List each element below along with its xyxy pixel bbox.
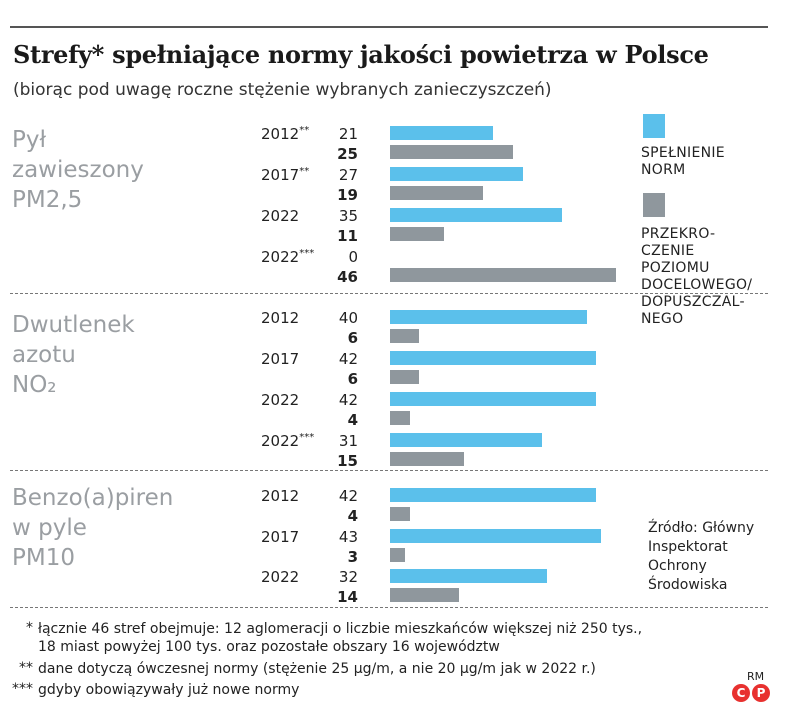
section-label: Pył zawieszony PM2,5	[12, 127, 144, 213]
top-rule	[10, 26, 768, 28]
value-label-meets: 32	[338, 568, 358, 586]
chart-subtitle: (biorąc pod uwagę roczne stężenie wybran…	[13, 80, 552, 100]
value-label-meets: 27	[338, 166, 358, 184]
bar-exceeds	[390, 411, 410, 425]
bar-meets	[390, 488, 597, 502]
section-separator	[10, 470, 768, 471]
footnote-mark: ***	[12, 681, 33, 697]
value-label-meets: 42	[338, 487, 358, 505]
value-label-exceeds: 11	[337, 227, 358, 245]
press-logo: P	[752, 684, 770, 702]
footnote-text: dane dotyczą ówczesnej normy (stężenie 2…	[38, 661, 596, 677]
legend-label-meets: SPEŁNIENIE NORM	[641, 145, 725, 178]
bar-meets	[390, 569, 548, 583]
value-label-exceeds: 19	[337, 186, 358, 204]
author-credit: RM	[747, 670, 765, 683]
footnotes-separator	[10, 607, 768, 608]
bar-meets	[390, 208, 562, 222]
bar-exceeds	[390, 370, 420, 384]
bar-exceeds	[390, 507, 410, 521]
bar-exceeds	[390, 268, 616, 282]
bar-exceeds	[390, 452, 464, 466]
value-label-meets: 21	[338, 125, 358, 143]
footnote-text: gdyby obowiązywały już nowe normy	[38, 682, 300, 698]
bar-meets	[390, 310, 587, 324]
value-label-exceeds: 14	[337, 588, 358, 606]
bar-exceeds	[390, 227, 445, 241]
value-label-meets: 43	[338, 527, 358, 546]
year-label: 2022	[261, 568, 300, 586]
value-label-exceeds: 3	[347, 547, 358, 566]
bar-exceeds	[390, 329, 420, 343]
value-label-exceeds: 46	[337, 268, 358, 286]
year-footnote-mark: **	[299, 166, 310, 177]
bar-meets	[390, 433, 543, 447]
legend-swatch-exceeds	[643, 193, 665, 217]
year-label: 2022	[261, 391, 300, 409]
year-footnote-mark: **	[299, 125, 310, 136]
value-label-exceeds: 4	[347, 507, 358, 525]
value-label-exceeds: 15	[337, 452, 358, 470]
value-label-exceeds: 6	[347, 329, 358, 347]
value-label-exceeds: 4	[347, 411, 358, 429]
year-label: 2017	[261, 350, 300, 368]
value-label-meets: 31	[338, 432, 358, 450]
value-label-meets: 40	[338, 309, 358, 327]
bar-meets	[390, 528, 602, 543]
legend-swatch-meets	[643, 114, 665, 138]
bar-exceeds	[390, 186, 484, 200]
bar-exceeds	[390, 547, 405, 562]
bar-meets	[390, 126, 494, 140]
year-footnote-mark: ***	[299, 432, 315, 443]
section-label: Dwutlenek azotu NO₂	[12, 312, 135, 398]
bar-exceeds	[390, 145, 513, 159]
value-label-exceeds: 6	[347, 370, 358, 388]
value-label-exceeds: 25	[337, 145, 358, 163]
bar-meets	[390, 167, 523, 181]
section-separator	[10, 293, 768, 294]
bar-exceeds	[390, 588, 459, 602]
year-label: 2017**	[261, 166, 310, 184]
footnote-mark: *	[26, 620, 33, 636]
year-label: 2012**	[261, 125, 310, 143]
year-footnote-mark: ***	[299, 248, 315, 259]
chart-title: Strefy* spełniające normy jakości powiet…	[13, 40, 709, 69]
value-label-meets: 0	[348, 248, 358, 266]
footnote-mark: **	[19, 660, 33, 676]
year-label: 2022***	[261, 432, 315, 450]
value-label-meets: 42	[338, 391, 358, 409]
footnote-text: łącznie 46 stref obejmuje: 12 aglomeracj…	[38, 621, 643, 655]
year-label: 2022***	[261, 248, 315, 266]
copyright-logo: C	[732, 684, 750, 702]
value-label-meets: 35	[338, 207, 358, 225]
year-label: 2022	[261, 207, 300, 225]
year-label: 2012	[261, 487, 300, 505]
legend-label-exceeds: PRZEKRO- CZENIE POZIOMU DOCELOWEGO/ DOPU…	[641, 226, 753, 327]
year-label: 2017	[261, 527, 300, 546]
source-note: Źródło: Główny Inspektorat Ochrony Środo…	[648, 520, 755, 593]
value-label-meets: 42	[338, 350, 358, 368]
year-label: 2012	[261, 309, 300, 327]
section-label: Benzo(a)piren w pyle PM10	[12, 485, 174, 571]
bar-meets	[390, 392, 597, 406]
bar-meets	[390, 351, 597, 365]
